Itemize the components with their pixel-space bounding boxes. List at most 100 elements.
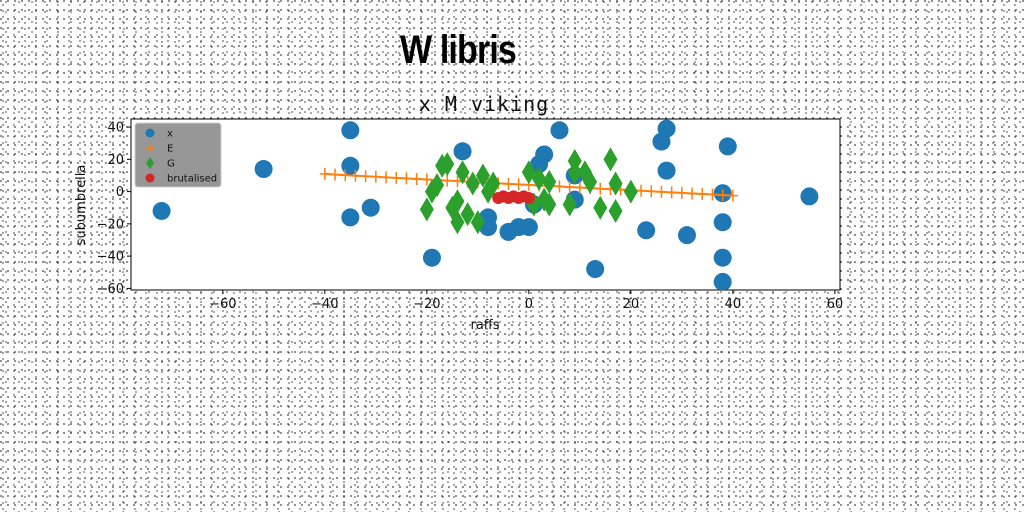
point-e bbox=[574, 181, 585, 194]
point-x bbox=[800, 187, 819, 206]
point-x bbox=[713, 213, 732, 232]
point-g bbox=[419, 197, 434, 222]
point-g bbox=[430, 173, 445, 198]
point-g bbox=[475, 163, 490, 188]
point-e bbox=[340, 169, 351, 182]
point-e bbox=[503, 177, 514, 190]
point-g bbox=[542, 169, 557, 194]
x-tick-label: 20 bbox=[623, 297, 640, 312]
point-e bbox=[381, 171, 392, 184]
y-tick-label: −40 bbox=[97, 250, 124, 265]
point-x bbox=[422, 248, 441, 267]
point-e bbox=[421, 173, 432, 186]
point-x bbox=[550, 121, 569, 140]
banner-text: W libris bbox=[400, 28, 517, 72]
point-g bbox=[583, 169, 598, 194]
point-g bbox=[450, 189, 465, 214]
point-g bbox=[562, 192, 577, 217]
x-tick-label: 40 bbox=[725, 297, 742, 312]
point-g bbox=[440, 152, 455, 177]
legend-marker-x bbox=[145, 128, 155, 138]
point-e bbox=[666, 186, 677, 199]
x-tick-label: −20 bbox=[413, 297, 440, 312]
point-x bbox=[677, 226, 696, 245]
point-e bbox=[707, 188, 718, 201]
point-x bbox=[361, 198, 380, 217]
point-g bbox=[460, 202, 475, 227]
point-x bbox=[152, 201, 171, 220]
point-x bbox=[637, 221, 656, 240]
point-e bbox=[646, 185, 657, 198]
point-e bbox=[401, 172, 412, 185]
point-x bbox=[254, 160, 273, 179]
x-tick-label: 60 bbox=[827, 297, 844, 312]
x-axis-label: raffs bbox=[470, 318, 499, 333]
legend-label-g: G bbox=[167, 159, 175, 170]
point-g bbox=[608, 198, 623, 223]
point-e bbox=[595, 182, 606, 195]
point-x bbox=[535, 145, 554, 164]
point-x bbox=[713, 248, 732, 267]
point-x bbox=[341, 156, 360, 175]
point-g bbox=[455, 160, 470, 185]
y-tick-label: 40 bbox=[107, 121, 124, 136]
y-tick-label: −20 bbox=[97, 217, 124, 232]
point-g bbox=[542, 192, 557, 217]
point-g bbox=[608, 171, 623, 196]
point-g bbox=[593, 195, 608, 220]
point-g bbox=[603, 147, 618, 172]
point-x bbox=[657, 119, 676, 138]
point-e bbox=[564, 181, 575, 194]
point-x bbox=[713, 272, 732, 290]
point-x bbox=[718, 137, 737, 156]
point-e bbox=[319, 167, 330, 180]
point-e bbox=[442, 174, 453, 187]
x-tick-label: −40 bbox=[311, 297, 338, 312]
point-g bbox=[567, 160, 582, 185]
point-e bbox=[360, 170, 371, 183]
point-x bbox=[657, 161, 676, 180]
point-e bbox=[554, 180, 565, 193]
chart-title: x M viking bbox=[418, 92, 550, 116]
point-e bbox=[687, 187, 698, 200]
legend-marker-e bbox=[146, 144, 154, 152]
point-x bbox=[519, 218, 538, 237]
point-x bbox=[453, 142, 472, 161]
y-tick-label: −60 bbox=[97, 282, 124, 297]
point-e bbox=[717, 189, 728, 202]
point-e bbox=[411, 173, 422, 186]
point-x bbox=[586, 260, 605, 279]
legend-box bbox=[134, 122, 222, 188]
point-g bbox=[623, 179, 638, 204]
legend-label-brutalised: brutalised bbox=[167, 174, 217, 185]
legend-marker-g bbox=[146, 157, 154, 169]
point-g bbox=[486, 171, 501, 196]
point-e bbox=[391, 171, 402, 184]
y-tick-label: 0 bbox=[116, 185, 124, 200]
point-brutalised bbox=[522, 192, 535, 205]
point-g bbox=[450, 210, 465, 235]
point-x bbox=[341, 208, 360, 227]
y-tick-label: 20 bbox=[107, 153, 124, 168]
point-e bbox=[513, 178, 524, 191]
legend-label-e: E bbox=[167, 144, 173, 155]
point-g bbox=[532, 166, 547, 191]
legend-label-x: x bbox=[167, 129, 173, 140]
point-e bbox=[676, 186, 687, 199]
point-e bbox=[727, 189, 738, 202]
point-e bbox=[636, 184, 647, 197]
y-axis-label: subumbrella bbox=[74, 165, 89, 246]
x-tick-label: 0 bbox=[525, 297, 533, 312]
point-e bbox=[370, 170, 381, 183]
point-x bbox=[341, 121, 360, 140]
point-e bbox=[656, 185, 667, 198]
point-e bbox=[350, 169, 361, 182]
x-tick-label: −60 bbox=[209, 297, 236, 312]
point-e bbox=[697, 188, 708, 201]
point-g bbox=[470, 210, 485, 235]
point-g bbox=[465, 171, 480, 196]
point-e bbox=[330, 168, 341, 181]
legend-marker-brutalised bbox=[145, 173, 155, 183]
